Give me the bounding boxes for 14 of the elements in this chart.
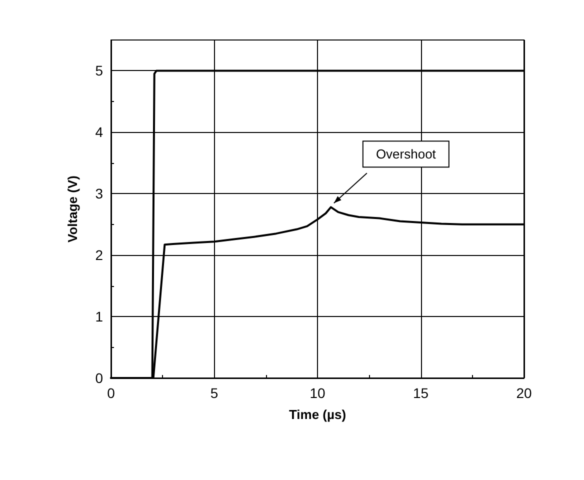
x-tick-label: 10: [310, 385, 326, 401]
y-tick-label: 0: [95, 370, 104, 386]
y-tick-label: 5: [95, 62, 104, 79]
y-tick-label: 1: [95, 308, 104, 325]
x-tick-label: 0: [107, 385, 116, 401]
x-tick-label: 15: [412, 385, 429, 401]
y-tick-label: 3: [95, 186, 104, 202]
annotation: Overshoot: [376, 146, 436, 162]
x-tick-label: 5: [210, 385, 218, 401]
y-tick-label: 2: [95, 247, 104, 264]
x-tick-label: 20: [516, 385, 532, 401]
x-axis-title: Time (µs): [288, 407, 346, 422]
y-tick-label: 4: [95, 124, 104, 140]
y-axis-title: Voltage (V): [65, 176, 80, 242]
